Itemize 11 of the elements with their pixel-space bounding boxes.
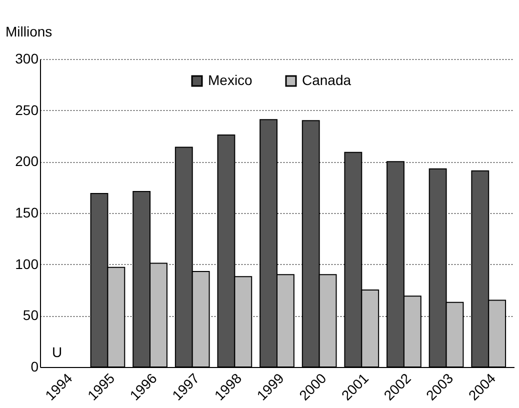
legend-label: Mexico bbox=[208, 72, 253, 88]
y-tick-label: 200 bbox=[15, 153, 39, 170]
y-axis-title: Millions bbox=[6, 24, 52, 40]
legend-label: Canada bbox=[302, 72, 352, 88]
y-tick-label: 100 bbox=[15, 256, 39, 272]
y-tick-label: 0 bbox=[30, 358, 39, 374]
annotation: U bbox=[52, 344, 62, 360]
y-tick-label: 250 bbox=[15, 102, 39, 118]
y-tick-label: 150 bbox=[15, 204, 39, 220]
y-tick-label: 300 bbox=[15, 50, 39, 66]
y-tick-label: 50 bbox=[22, 307, 39, 324]
